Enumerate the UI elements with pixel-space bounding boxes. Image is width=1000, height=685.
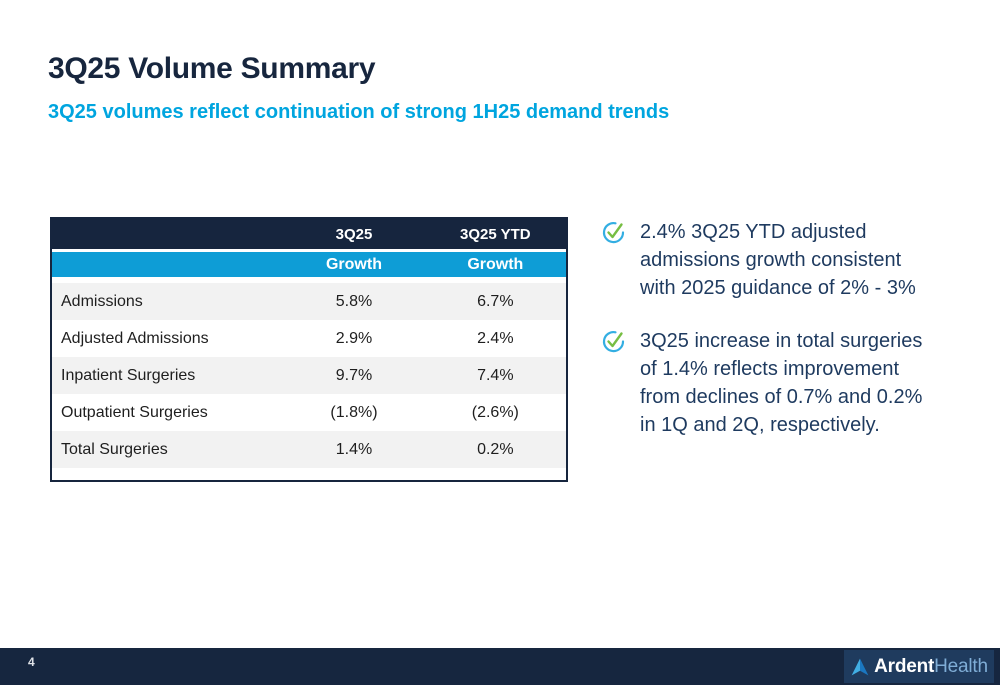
table-row: Outpatient Surgeries (1.8%) (2.6%)	[52, 394, 566, 431]
row-ytd-growth: 6.7%	[477, 292, 514, 310]
table-row: Adjusted Admissions 2.9% 2.4%	[52, 320, 566, 357]
volume-summary-table: 3Q25 3Q25 YTD Growth Growth Admissions 5.…	[50, 217, 568, 482]
ardent-logo-mark-icon	[850, 657, 870, 677]
row-label: Adjusted Admissions	[61, 329, 209, 347]
bullet-text-line: of 1.4% reflects improvement	[640, 358, 899, 380]
check-circle-icon	[601, 327, 640, 359]
logo-wordmark: ArdentHealth	[874, 656, 988, 678]
page-subtitle: 3Q25 volumes reflect continuation of str…	[48, 101, 670, 123]
bullet-text-line: admissions growth consistent	[640, 249, 902, 271]
row-label: Admissions	[61, 292, 143, 310]
table-subheader-row: Growth Growth	[52, 252, 566, 283]
bullet-item: 2.4% 3Q25 YTD adjusted admissions growth …	[601, 218, 993, 302]
table-subheader-growth-ytd: Growth	[467, 255, 524, 273]
row-label: Inpatient Surgeries	[61, 366, 196, 384]
table-row: Inpatient Surgeries 9.7% 7.4%	[52, 357, 566, 394]
table-bottom-strip	[52, 468, 566, 480]
table-subheader-growth-q: Growth	[325, 255, 382, 273]
row-ytd-growth: (2.6%)	[471, 403, 519, 421]
table-row: Total Surgeries 1.4% 0.2%	[52, 431, 566, 468]
row-q-growth: 1.4%	[335, 440, 373, 458]
row-ytd-growth: 0.2%	[477, 440, 514, 458]
table-header-row: 3Q25 3Q25 YTD	[52, 219, 566, 252]
logo-text-health: Health	[934, 655, 988, 677]
bullet-text-line: with 2025 guidance of 2% - 3%	[640, 277, 916, 299]
bullet-text: 2.4% 3Q25 YTD adjusted admissions growth …	[640, 218, 916, 302]
page-number: 4	[28, 655, 35, 669]
row-q-growth: 2.9%	[335, 329, 373, 347]
row-label: Total Surgeries	[61, 440, 168, 458]
bullet-text-line: in 1Q and 2Q, respectively.	[640, 414, 880, 436]
table-header-3q25: 3Q25	[335, 225, 373, 243]
logo-text-ardent: Ardent	[874, 655, 935, 677]
row-label: Outpatient Surgeries	[61, 403, 208, 421]
row-q-growth: (1.8%)	[330, 403, 378, 421]
bullet-list: 2.4% 3Q25 YTD adjusted admissions growth …	[601, 218, 993, 439]
row-ytd-growth: 7.4%	[477, 366, 514, 384]
page-title: 3Q25 Volume Summary	[48, 52, 376, 85]
check-circle-icon	[601, 218, 640, 250]
row-q-growth: 9.7%	[335, 366, 373, 384]
table-header-3q25-ytd: 3Q25 YTD	[460, 225, 531, 243]
row-ytd-growth: 2.4%	[477, 329, 514, 347]
table-row: Admissions 5.8% 6.7%	[52, 283, 566, 320]
row-q-growth: 5.8%	[335, 292, 373, 310]
company-logo: ArdentHealth	[844, 650, 994, 683]
bullet-text-line: 3Q25 increase in total surgeries	[640, 330, 923, 352]
bullet-text: 3Q25 increase in total surgeries of 1.4% …	[640, 327, 922, 439]
table-body: Admissions 5.8% 6.7% Adjusted Admissions 2.9…	[52, 283, 566, 468]
bullet-text-line: 2.4% 3Q25 YTD adjusted	[640, 221, 867, 243]
bullet-text-line: from declines of 0.7% and 0.2%	[640, 386, 923, 408]
footer-bar: 4 ArdentHealth	[0, 648, 1000, 685]
bullet-item: 3Q25 increase in total surgeries of 1.4% …	[601, 327, 993, 439]
